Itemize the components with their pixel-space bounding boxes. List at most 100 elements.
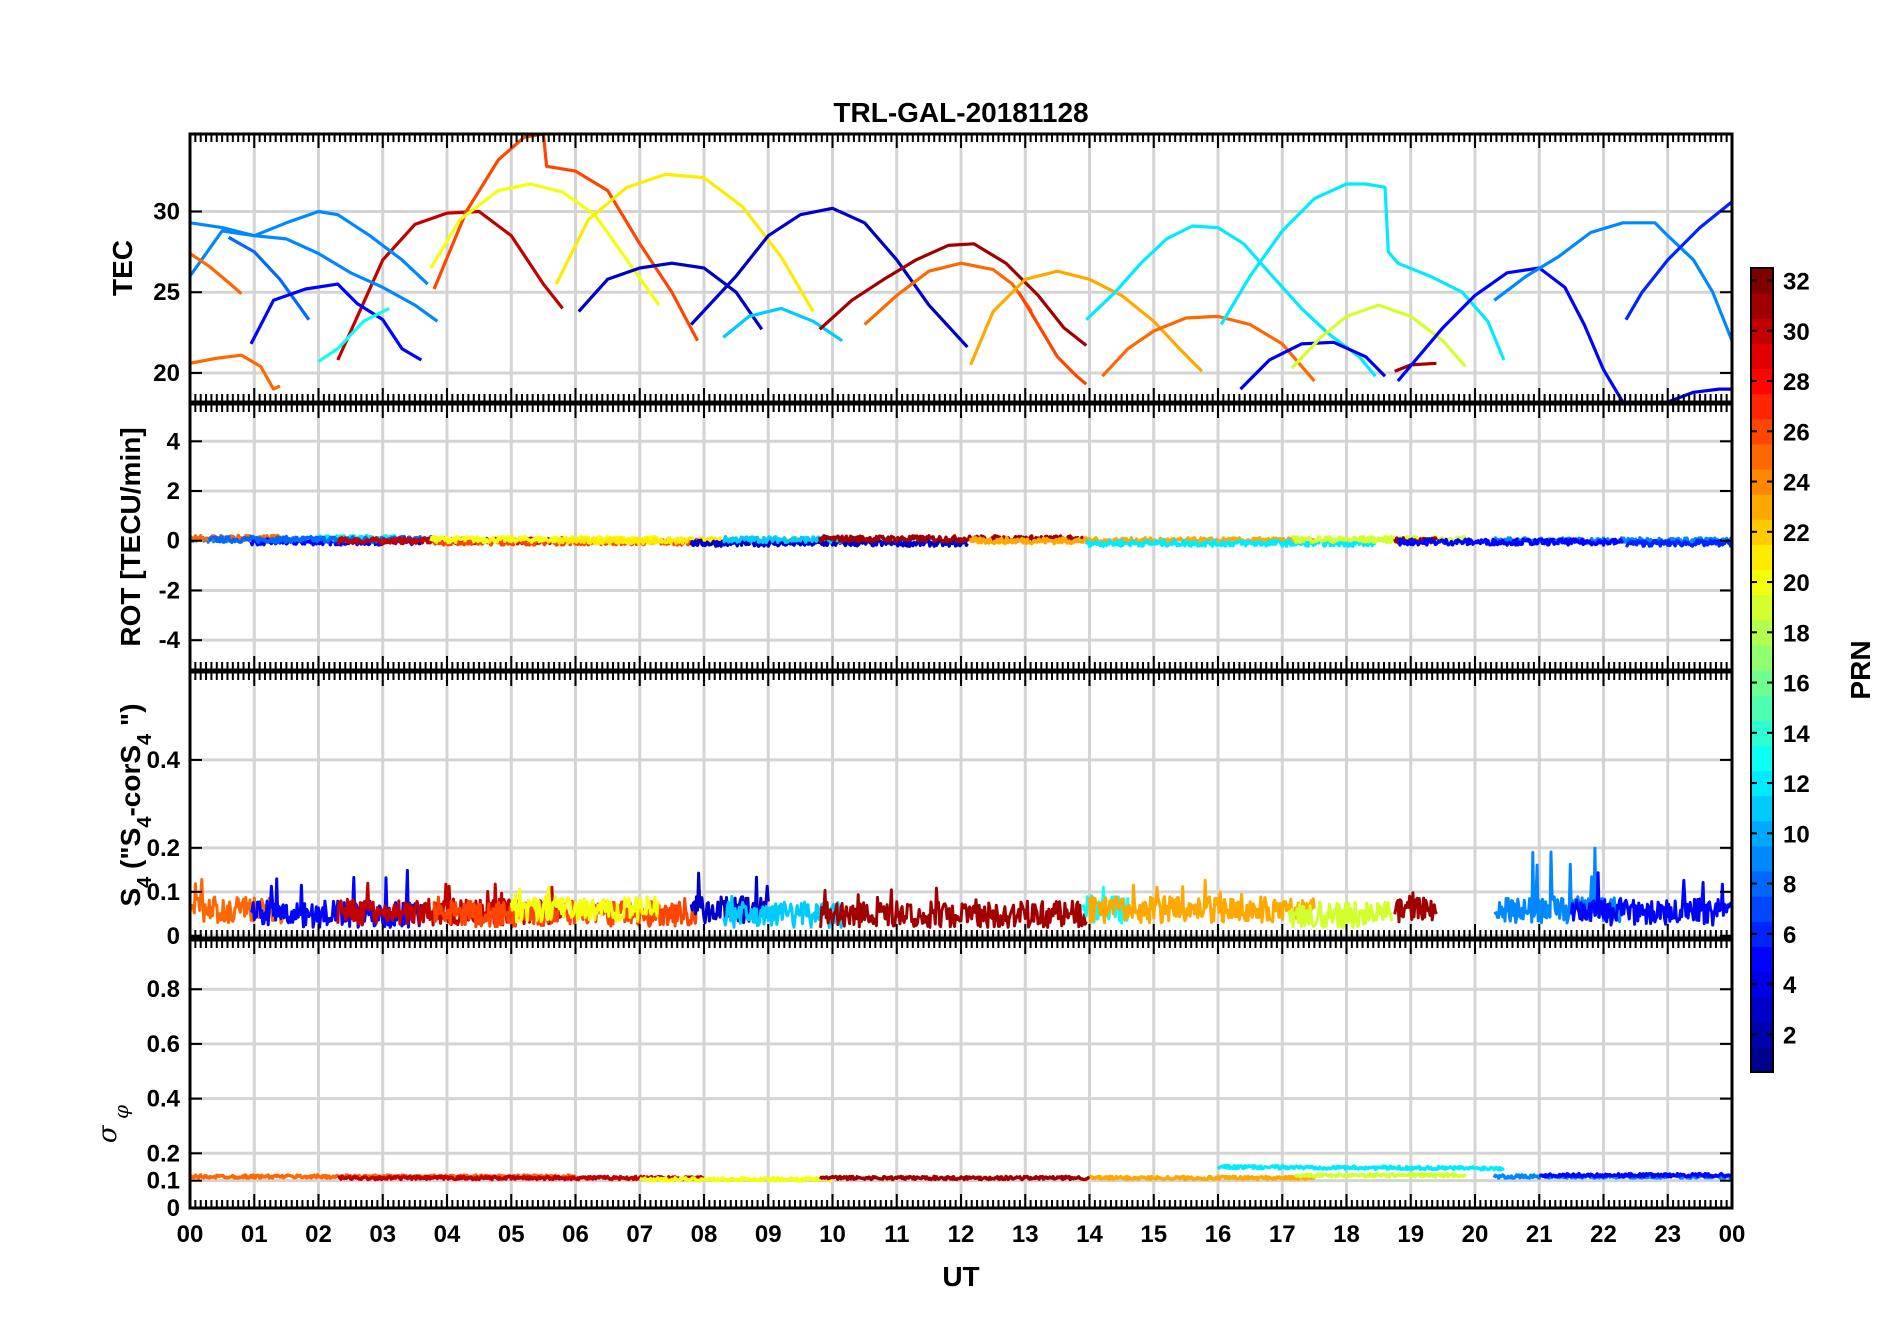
series-line-prn-31	[818, 886, 1088, 929]
y-axis-label-part: 4	[134, 733, 156, 745]
y-axis-label: S4 ("S4-corS4 ")	[115, 703, 156, 906]
y-axis-label: TEC	[107, 240, 138, 296]
colorbar-band	[1751, 1021, 1773, 1048]
colorbar-tick-label: 2	[1783, 1022, 1796, 1049]
colorbar-band	[1751, 644, 1773, 671]
series-line-prn-5	[249, 282, 423, 362]
colorbar-band	[1751, 343, 1773, 370]
y-axis-label-part: 4	[134, 876, 156, 888]
y-tick-label: 0.4	[147, 747, 181, 774]
x-tick-label: 11	[884, 1221, 909, 1248]
x-tick-label: 14	[1076, 1221, 1103, 1248]
x-tick-label: 23	[1654, 1221, 1681, 1248]
panel-tec: 20 25 30 TEC	[107, 132, 1734, 404]
y-tick-label: 4	[167, 428, 181, 455]
series-line-prn-21	[554, 172, 815, 313]
x-tick-label: 00	[1719, 1221, 1746, 1248]
colorbar-band	[1751, 670, 1773, 696]
y-axis-label-part: ")	[115, 703, 146, 733]
panel-sigma-series	[190, 1163, 1732, 1183]
y-tick-label: 0.2	[147, 835, 180, 862]
panel-tec-series	[190, 134, 1732, 402]
x-axis-label: UT	[942, 1261, 979, 1292]
series-line-prn-5	[1569, 871, 1732, 927]
colorbar-band	[1751, 469, 1773, 495]
colorbar-band	[1751, 443, 1773, 470]
series-line-prn-8	[227, 235, 311, 321]
y-axis-label-part: 4	[134, 816, 156, 828]
colorbar-label: PRN	[1845, 640, 1876, 699]
x-tick-label: 13	[1012, 1221, 1039, 1248]
series-line-prn-9	[1493, 221, 1732, 342]
y-axis-label-part: S	[115, 888, 146, 907]
x-tick-label: 15	[1140, 1221, 1167, 1248]
x-tick-label: 08	[691, 1221, 718, 1248]
series-line-prn-19	[1293, 1171, 1467, 1179]
series-line-prn-6	[1625, 538, 1732, 548]
colorbar-tick-label: 8	[1783, 872, 1796, 899]
x-tick-label: 10	[819, 1221, 846, 1248]
y-tick-label: 0.1	[147, 879, 180, 906]
y-axis-label-part: -corS	[115, 745, 146, 817]
series-line-prn-11	[721, 895, 844, 929]
y-axis-label-part: ("S	[115, 828, 146, 877]
x-tick-label: 05	[498, 1221, 525, 1248]
series-line-prn-4	[1667, 387, 1732, 402]
colorbar-band	[1751, 544, 1773, 571]
colorbar-band	[1751, 494, 1773, 520]
x-tick-label: 02	[305, 1221, 332, 1248]
colorbar-band	[1751, 1046, 1773, 1073]
series-line-prn-31	[818, 534, 1088, 544]
y-tick-label: 20	[153, 360, 180, 387]
series-line-prn-31	[818, 1174, 1091, 1182]
y-axis-label: σ φ	[93, 1105, 133, 1143]
x-tick-label: 19	[1397, 1221, 1424, 1248]
colorbar-band	[1751, 971, 1773, 998]
series-line-prn-25	[190, 353, 281, 391]
series-line-prn-19	[1287, 900, 1393, 929]
series-line-prn-12	[1085, 224, 1377, 378]
panel-s4-series	[190, 846, 1732, 929]
colorbar-tick-label: 30	[1783, 319, 1810, 346]
colorbar-band	[1751, 720, 1773, 746]
series-line-prn-19	[1290, 303, 1467, 370]
y-tick-label: 30	[153, 198, 180, 225]
colorbar-tick-label: 24	[1783, 470, 1810, 497]
y-tick-label: 0.8	[147, 976, 180, 1003]
series-line-prn-9	[1493, 846, 1625, 925]
colorbar-band	[1751, 695, 1773, 721]
x-tick-label: 01	[241, 1221, 268, 1248]
x-tick-label: 18	[1333, 1221, 1360, 1248]
series-line-prn-6	[1624, 200, 1732, 321]
series-line-prn-31	[1393, 891, 1438, 924]
x-tick-label: 12	[948, 1221, 975, 1248]
colorbar-tick-label: 20	[1783, 570, 1810, 597]
series-line-prn-9	[190, 221, 439, 323]
series-line-prn-30	[336, 209, 564, 361]
series-line-prn-12	[1216, 1163, 1505, 1172]
colorbar-tick-label: 22	[1783, 520, 1810, 547]
panel-rot: -4 -2 0 2 4 ROT [TECU/min]	[115, 402, 1734, 672]
colorbar-band	[1751, 619, 1773, 646]
x-tick-label: 17	[1269, 1221, 1296, 1248]
series-line-prn-25	[190, 252, 243, 295]
series-line-prn-25	[1101, 314, 1316, 383]
y-tick-label: 0	[167, 1195, 180, 1222]
colorbar-band	[1751, 845, 1773, 872]
series-line-prn-3	[690, 206, 969, 349]
series-line-prn-5	[1538, 1171, 1732, 1179]
colorbar-tick-label: 12	[1783, 771, 1810, 798]
colorbar-tick-label: 6	[1783, 922, 1796, 949]
series-line-prn-12	[1219, 182, 1506, 361]
colorbar-frame	[1750, 267, 1774, 1073]
series-line-prn-25	[863, 261, 1034, 326]
series-line-prn-9	[190, 209, 429, 286]
series-line-prn-23	[968, 536, 1317, 546]
colorbar-band	[1751, 293, 1773, 319]
y-tick-label: 2	[167, 478, 180, 505]
colorbar-tick-label: 4	[1783, 972, 1797, 999]
colorbar-band	[1751, 996, 1773, 1023]
colorbar-tick-label: 26	[1783, 419, 1810, 446]
panel-s4: 00.10.20.4S4 ("S4-corS4 ")	[115, 670, 1734, 950]
series-line-prn-20	[639, 1176, 834, 1183]
